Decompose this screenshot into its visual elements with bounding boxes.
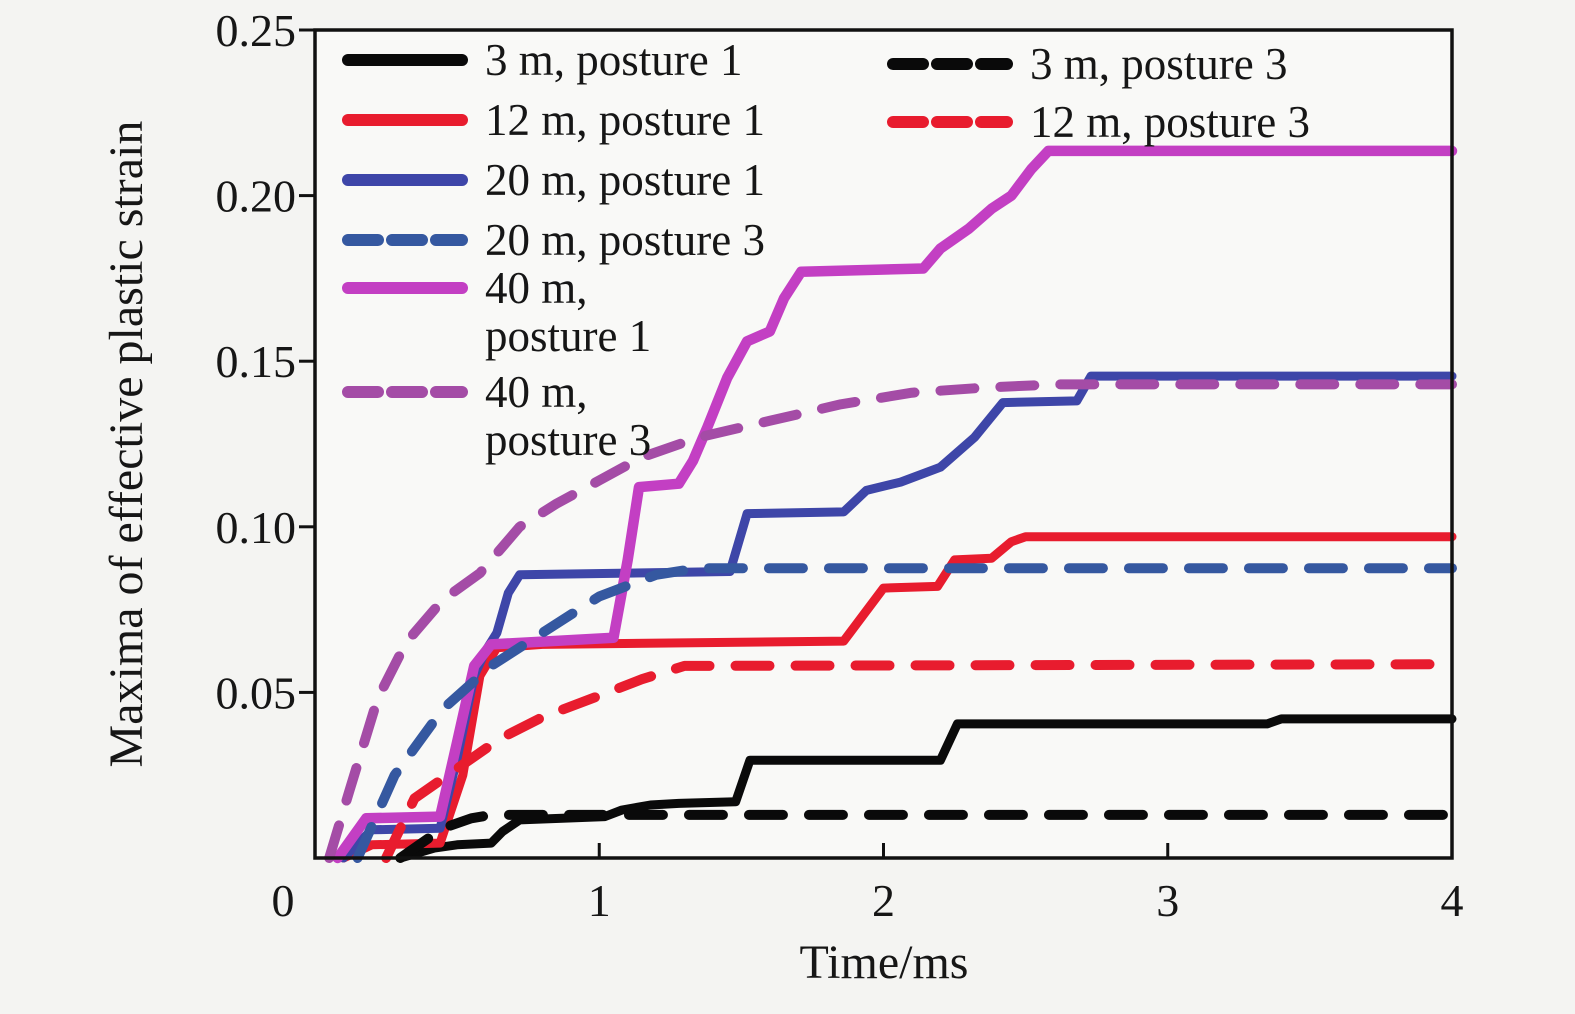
y-axis-ticks: 0.05 0.10 0.15 0.20 0.25: [216, 5, 315, 718]
legend-label-20-m-posture-1: 20 m, posture 1: [485, 155, 765, 205]
legend-item-12-m-posture-1: 12 m, posture 1: [342, 95, 765, 145]
series-line-40-m-posture-3: [324, 379, 1457, 863]
legend-label-3-m-posture-3: 3 m, posture 3: [1030, 39, 1287, 89]
series-lines: [324, 145, 1458, 864]
x-tick-label-4: 4: [1441, 875, 1464, 926]
legend-label-3-m-posture-1: 3 m, posture 1: [485, 35, 742, 85]
legend-label-40-m-posture-3: 40 m, posture 3: [485, 367, 651, 465]
x-tick-label-2: 2: [872, 875, 895, 926]
legend-item-12-m-posture-3: 12 m, posture 3: [887, 97, 1310, 147]
legend-item-3-m-posture-3: 3 m, posture 3: [887, 39, 1287, 89]
y-tick-label-0.25: 0.25: [216, 5, 297, 56]
legend-label-20-m-posture-3: 20 m, posture 3: [485, 215, 765, 265]
y-axis-title: Maxima of effective plastic strain: [100, 121, 153, 768]
legend-label-12-m-posture-3: 12 m, posture 3: [1030, 97, 1310, 147]
x-tick-label-0: 0: [272, 875, 295, 926]
x-tick-label-3: 3: [1156, 875, 1179, 926]
legend-item-40-m-posture-1: 40 m, posture 1: [342, 263, 651, 361]
y-tick-label-0.05: 0.05: [216, 667, 297, 718]
series-line-12-m-posture-1: [338, 532, 1457, 863]
y-tick-label-0.20: 0.20: [216, 171, 297, 222]
series-line-20-m-posture-3: [352, 563, 1457, 863]
series-line-3-m-posture-3: [395, 809, 1457, 863]
legend-label-40-m-posture-1: 40 m, posture 1: [485, 263, 651, 361]
legend-item-40-m-posture-3: 40 m, posture 3: [342, 367, 651, 465]
legend-label-12-m-posture-1: 12 m, posture 1: [485, 95, 765, 145]
legend-item-20-m-posture-3: 20 m, posture 3: [342, 215, 765, 265]
legend-item-20-m-posture-1: 20 m, posture 1: [342, 155, 765, 205]
series-line-40-m-posture-1: [332, 145, 1458, 864]
y-tick-label-0.10: 0.10: [216, 502, 297, 553]
series-line-3-m-posture-1: [395, 714, 1457, 863]
legend: 3 m, posture 1 12 m, posture 1 20 m, postu…: [342, 35, 1310, 465]
legend-item-3-m-posture-1: 3 m, posture 1: [342, 35, 742, 85]
x-axis-ticks: 0 1 2 3 4: [272, 843, 1464, 926]
series-line-12-m-posture-3: [381, 659, 1457, 863]
x-axis-title: Time/ms: [800, 936, 969, 989]
y-tick-label-0.15: 0.15: [216, 336, 297, 387]
x-tick-label-1: 1: [588, 875, 611, 926]
